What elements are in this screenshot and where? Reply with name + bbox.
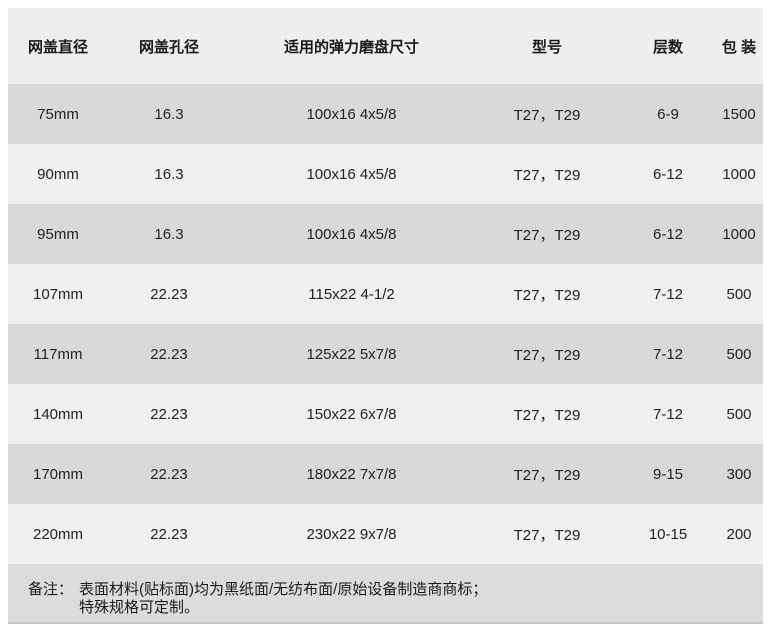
table-cell: 22.23 — [150, 465, 188, 483]
table-cell: 7-12 — [652, 285, 684, 303]
table-cell: 180x22 7x7/8 — [306, 465, 397, 483]
header-mesh-cover-hole-diameter: 网盖孔径 — [138, 38, 199, 56]
table-cell: 220mm — [32, 525, 84, 543]
table-cell: 75mm — [37, 105, 79, 123]
table-cell: 95mm — [37, 225, 79, 243]
table-row: 95mm 16.3 100x16 4x5/8 T27，T29 6-12 1000 — [8, 204, 763, 264]
table-row: 75mm 16.3 100x16 4x5/8 T27，T29 6-9 1500 — [8, 84, 763, 144]
table-cell: 100x16 4x5/8 — [306, 105, 397, 123]
header-applicable-flap-disc-size: 适用的弹力磨盘尺寸 — [283, 38, 419, 56]
table-cell: 22.23 — [150, 285, 188, 303]
remarks-line-1: 表面材料(贴标面)均为黑纸面/无纺布面/原始设备制造商商标； — [79, 581, 488, 598]
table-header: 网盖直径 网盖孔径 适用的弹力磨盘尺寸 型号 层数 包 装 — [8, 8, 763, 84]
remarks-line-2: 特殊规格可定制。 — [79, 599, 200, 616]
table-cell: 6-12 — [652, 225, 684, 243]
spec-sheet: 网盖直径 网盖孔径 适用的弹力磨盘尺寸 型号 层数 包 装 75mm 16.3 10… — [8, 8, 763, 624]
table-cell: 7-12 — [652, 345, 684, 363]
header-mesh-cover-diameter: 网盖直径 — [27, 38, 88, 56]
table-body: 75mm 16.3 100x16 4x5/8 T27，T29 6-9 1500 90mm 16… — [8, 84, 763, 564]
header-model: 型号 — [531, 38, 562, 56]
table-cell: 115x22 4-1/2 — [308, 285, 395, 303]
table-cell: T27，T29 — [513, 346, 581, 364]
table-cell: 22.23 — [150, 405, 188, 423]
table-cell: T27，T29 — [513, 106, 581, 124]
table-cell: 500 — [726, 285, 752, 303]
table-header-row: 网盖直径 网盖孔径 适用的弹力磨盘尺寸 型号 层数 包 装 — [8, 8, 763, 84]
table-cell: T27，T29 — [513, 406, 581, 424]
table-cell: 9-15 — [652, 465, 684, 483]
table-cell: 16.3 — [154, 105, 184, 123]
table-cell: 500 — [726, 345, 752, 363]
table-cell: 7-12 — [652, 405, 684, 423]
table-cell: 200 — [726, 525, 752, 543]
table-cell: 16.3 — [154, 165, 184, 183]
table-cell: 107mm — [32, 285, 84, 303]
remarks-label: 备注： — [28, 581, 74, 598]
table-cell: 170mm — [32, 465, 84, 483]
table-cell: 1500 — [722, 105, 756, 123]
table-row: 140mm 22.23 150x22 6x7/8 T27，T29 7-12 500 — [8, 384, 763, 444]
table-cell: T27，T29 — [513, 286, 581, 304]
table-cell: 150x22 6x7/8 — [306, 405, 397, 423]
table-cell: 300 — [726, 465, 752, 483]
table-cell: 1000 — [722, 165, 756, 183]
table-cell: 22.23 — [150, 345, 188, 363]
table-row: 117mm 22.23 125x22 5x7/8 T27，T29 7-12 500 — [8, 324, 763, 384]
remarks-bar: 备注： 表面材料(贴标面)均为黑纸面/无纺布面/原始设备制造商商标； 特殊规格可… — [8, 564, 763, 624]
table-cell: 230x22 9x7/8 — [306, 525, 397, 543]
table-cell: 125x22 5x7/8 — [306, 345, 397, 363]
table-cell: T27，T29 — [513, 466, 581, 484]
table-cell: T27，T29 — [513, 226, 581, 244]
table-cell: T27，T29 — [513, 526, 581, 544]
table-cell: 1000 — [722, 225, 756, 243]
table-row: 220mm 22.23 230x22 9x7/8 T27，T29 10-15 200 — [8, 504, 763, 564]
table-cell: 6-9 — [657, 105, 679, 123]
table-cell: 100x16 4x5/8 — [306, 225, 397, 243]
table-cell: 6-12 — [652, 165, 684, 183]
table-cell: 100x16 4x5/8 — [306, 165, 397, 183]
header-packing: 包 装 — [721, 38, 757, 56]
header-layers: 层数 — [652, 38, 683, 56]
table-row: 107mm 22.23 115x22 4-1/2 T27，T29 7-12 500 — [8, 264, 763, 324]
table-cell: 22.23 — [150, 525, 188, 543]
table-cell: 117mm — [33, 345, 83, 363]
table-row: 90mm 16.3 100x16 4x5/8 T27，T29 6-12 1000 — [8, 144, 763, 204]
table-cell: 90mm — [37, 165, 79, 183]
table-cell: T27，T29 — [513, 166, 581, 184]
table-cell: 140mm — [32, 405, 84, 423]
table-cell: 10-15 — [648, 525, 688, 543]
product-spec-table: 网盖直径 网盖孔径 适用的弹力磨盘尺寸 型号 层数 包 装 75mm 16.3 10… — [8, 8, 763, 564]
remarks-text: 表面材料(贴标面)均为黑纸面/无纺布面/原始设备制造商商标； 特殊规格可定制。 — [79, 581, 763, 617]
table-cell: 500 — [726, 405, 752, 423]
table-cell: 16.3 — [154, 225, 184, 243]
table-row: 170mm 22.23 180x22 7x7/8 T27，T29 9-15 300 — [8, 444, 763, 504]
